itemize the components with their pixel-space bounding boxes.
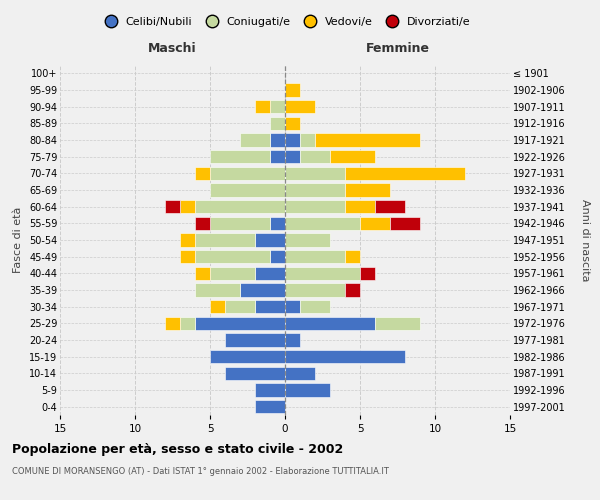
Bar: [210, 150, 270, 164]
Bar: [345, 166, 465, 180]
Bar: [195, 234, 255, 246]
Bar: [210, 216, 270, 230]
Y-axis label: Fasce di età: Fasce di età: [13, 207, 23, 273]
Bar: [210, 184, 285, 196]
Bar: [345, 284, 360, 296]
Bar: [225, 300, 255, 314]
Bar: [360, 216, 390, 230]
Bar: [285, 266, 360, 280]
Bar: [285, 334, 300, 346]
Bar: [285, 100, 315, 114]
Bar: [285, 150, 300, 164]
Bar: [375, 316, 420, 330]
Bar: [270, 216, 285, 230]
Bar: [360, 266, 375, 280]
Text: Femmine: Femmine: [365, 42, 430, 55]
Bar: [270, 100, 285, 114]
Bar: [255, 100, 270, 114]
Bar: [165, 200, 180, 213]
Bar: [285, 366, 315, 380]
Bar: [180, 316, 195, 330]
Bar: [180, 250, 195, 264]
Bar: [345, 250, 360, 264]
Bar: [345, 200, 375, 213]
Bar: [255, 384, 285, 396]
Y-axis label: Anni di nascita: Anni di nascita: [580, 198, 590, 281]
Text: Popolazione per età, sesso e stato civile - 2002: Popolazione per età, sesso e stato civil…: [12, 442, 343, 456]
Bar: [300, 150, 330, 164]
Bar: [285, 184, 345, 196]
Bar: [270, 250, 285, 264]
Bar: [285, 166, 345, 180]
Bar: [285, 350, 405, 364]
Bar: [285, 84, 300, 96]
Bar: [330, 150, 375, 164]
Bar: [255, 300, 285, 314]
Bar: [255, 400, 285, 413]
Bar: [165, 316, 180, 330]
Bar: [195, 166, 210, 180]
Bar: [285, 300, 300, 314]
Bar: [180, 200, 195, 213]
Bar: [270, 150, 285, 164]
Bar: [345, 184, 390, 196]
Bar: [285, 234, 330, 246]
Bar: [225, 334, 285, 346]
Bar: [195, 284, 240, 296]
Bar: [210, 350, 285, 364]
Bar: [210, 300, 225, 314]
Bar: [255, 234, 285, 246]
Bar: [210, 166, 285, 180]
Bar: [390, 216, 420, 230]
Bar: [240, 284, 285, 296]
Bar: [270, 116, 285, 130]
Bar: [210, 266, 255, 280]
Bar: [285, 284, 345, 296]
Bar: [285, 316, 375, 330]
Bar: [285, 250, 345, 264]
Legend: Celibi/Nubili, Coniugati/e, Vedovi/e, Divorziati/e: Celibi/Nubili, Coniugati/e, Vedovi/e, Di…: [95, 12, 475, 32]
Bar: [285, 116, 300, 130]
Bar: [285, 134, 300, 146]
Bar: [180, 234, 195, 246]
Bar: [285, 216, 360, 230]
Bar: [300, 134, 315, 146]
Bar: [375, 200, 405, 213]
Bar: [195, 266, 210, 280]
Bar: [300, 300, 330, 314]
Bar: [240, 134, 270, 146]
Bar: [285, 200, 345, 213]
Bar: [195, 316, 285, 330]
Bar: [315, 134, 420, 146]
Bar: [195, 200, 285, 213]
Text: Maschi: Maschi: [148, 42, 197, 55]
Bar: [225, 366, 285, 380]
Bar: [195, 250, 270, 264]
Bar: [285, 384, 330, 396]
Bar: [270, 134, 285, 146]
Text: COMUNE DI MORANSENGO (AT) - Dati ISTAT 1° gennaio 2002 - Elaborazione TUTTITALIA: COMUNE DI MORANSENGO (AT) - Dati ISTAT 1…: [12, 468, 389, 476]
Bar: [195, 216, 210, 230]
Bar: [255, 266, 285, 280]
